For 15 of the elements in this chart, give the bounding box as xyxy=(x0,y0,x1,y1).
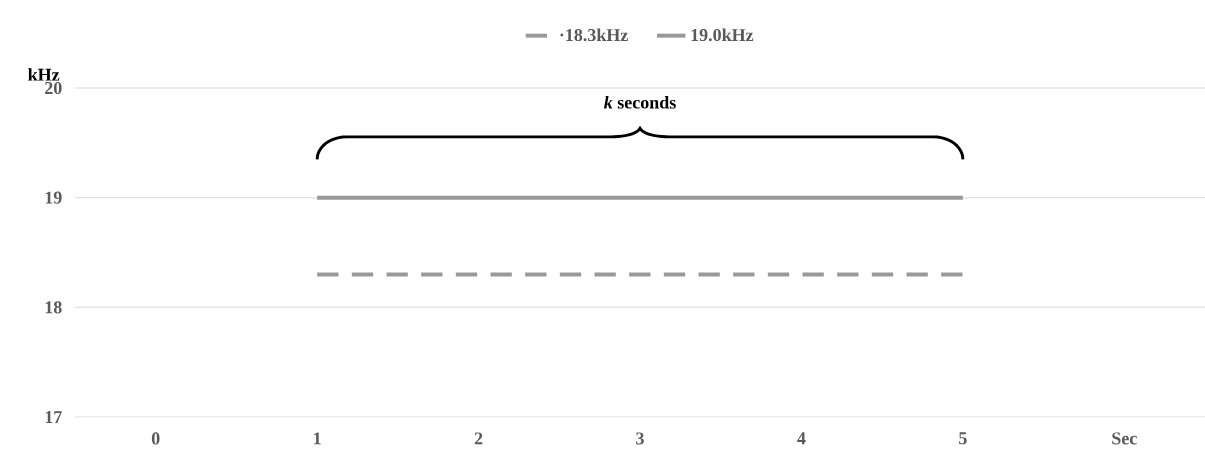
legend-label: ·18.3kHz xyxy=(560,28,628,42)
x-tick-label: 4 xyxy=(797,432,806,445)
x-tick-label: 5 xyxy=(959,432,967,445)
x-tick-label: 0 xyxy=(151,432,160,445)
y-tick-label: 17 xyxy=(45,411,62,423)
x-tick-label: Sec xyxy=(1112,432,1137,445)
y-axis-title: kHz xyxy=(28,68,60,81)
y-tick-label: 18 xyxy=(45,301,62,314)
x-tick-label: 2 xyxy=(474,432,483,445)
legend-label: 19.0kHz xyxy=(691,28,754,42)
x-tick-label: 1 xyxy=(314,432,321,445)
annotation: k seconds xyxy=(604,95,676,109)
y-tick-label: 20 xyxy=(45,81,62,95)
x-tick-label: 3 xyxy=(636,432,644,445)
y-tick-label: 19 xyxy=(45,191,62,204)
